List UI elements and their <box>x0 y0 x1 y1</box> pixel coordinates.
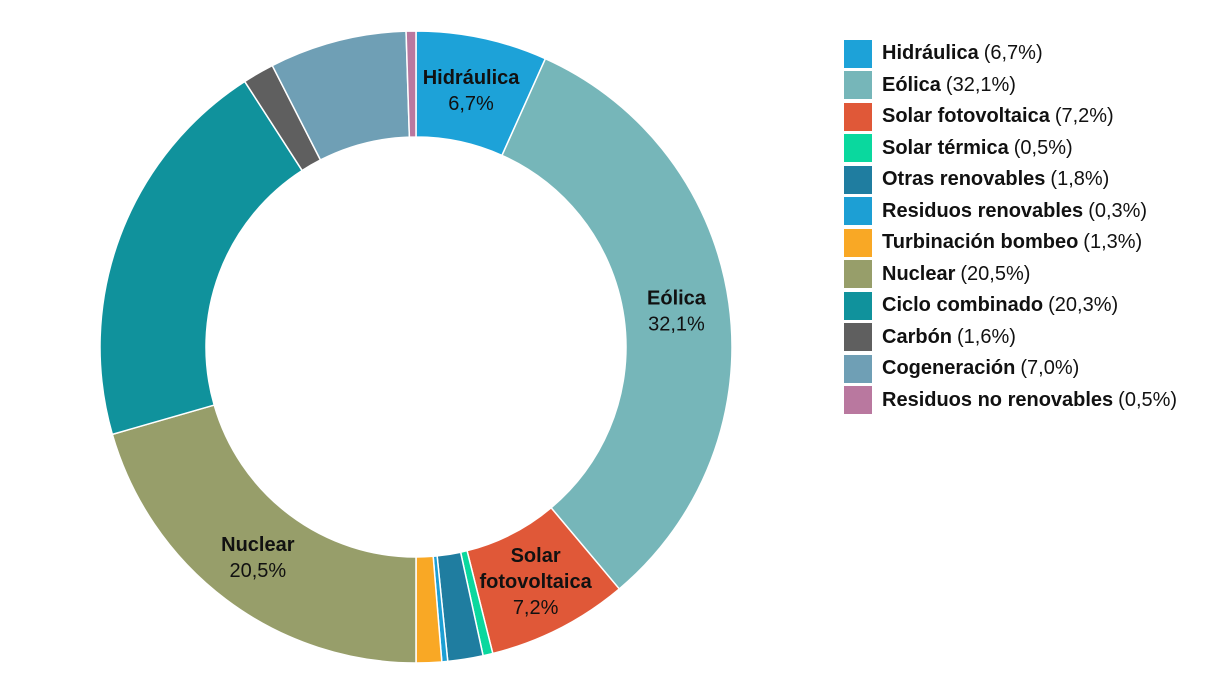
legend-name: Cogeneración <box>882 357 1016 380</box>
legend-value: (1,6%) <box>957 325 1016 348</box>
legend-swatch <box>844 197 872 226</box>
slice-label-name: Eólica <box>647 288 707 310</box>
slice-label-solar-fotovoltaica: Solar fotovoltaica 7,2% <box>479 545 592 619</box>
legend-name: Solar térmica <box>882 136 1009 159</box>
legend-name: Ciclo combinado <box>882 294 1044 317</box>
slice-nuclear <box>111 404 417 664</box>
legend-item-carbon: Carbón (1,6%) <box>844 322 1177 354</box>
legend-name: Residuos no renovables <box>882 388 1114 411</box>
legend-value: (1,8%) <box>1050 168 1110 191</box>
legend-name: Hidráulica <box>882 42 979 65</box>
slice-label-value: 20,5% <box>229 560 286 582</box>
donut-chart: Hidráulica 6,7% Eólica 32,1% Solar fotovoltai… <box>99 30 733 664</box>
slice-label-eolica: Eólica 32,1% <box>647 288 707 336</box>
legend-item-cogeneracion: Cogeneración (7,0%) <box>844 353 1177 385</box>
legend-value: (0,5%) <box>1013 136 1073 159</box>
slice-ciclo-combinado <box>99 80 303 436</box>
legend-value: (20,5%) <box>960 262 1031 285</box>
legend-name: Nuclear <box>882 262 956 285</box>
slice-label-hidraulica: Hidráulica 6,7% <box>423 67 521 115</box>
legend-name: Otras renovables <box>882 168 1046 191</box>
legend-value: (7,2%) <box>1054 105 1114 128</box>
legend-name: Turbinación bombeo <box>882 231 1079 254</box>
legend-swatch <box>844 354 872 383</box>
legend-name: Solar fotovoltaica <box>882 105 1050 128</box>
legend-swatch <box>844 71 872 100</box>
legend-value: (1,3%) <box>1083 231 1143 254</box>
legend-name: Carbón <box>882 325 952 348</box>
legend-swatch <box>844 228 872 257</box>
legend-item-solar-fotovoltaica: Solar fotovoltaica (7,2%) <box>844 101 1177 133</box>
slice-eolica <box>501 57 733 590</box>
legend-value: (0,3%) <box>1088 199 1148 222</box>
legend-swatch <box>844 260 872 289</box>
legend-item-residuos-no-renovables: Residuos no renovables (0,5%) <box>844 385 1177 417</box>
slice-label-name: Nuclear <box>221 534 295 556</box>
legend-swatch <box>844 291 872 320</box>
legend-swatch <box>844 323 872 352</box>
legend-item-otras-renovables: Otras renovables (1,8%) <box>844 164 1177 196</box>
legend-swatch <box>844 102 872 131</box>
slice-label-name: Solar <box>511 545 561 567</box>
slice-label-value: 6,7% <box>448 93 494 115</box>
slice-label-value: 32,1% <box>648 314 705 336</box>
legend-item-residuos-renovables: Residuos renovables (0,3%) <box>844 196 1177 228</box>
legend-swatch <box>844 39 872 68</box>
legend-value: (7,0%) <box>1020 357 1080 380</box>
legend-swatch <box>844 386 872 415</box>
slice-label-nuclear: Nuclear 20,5% <box>221 534 295 582</box>
legend-name: Eólica <box>882 73 941 96</box>
slice-label-name: fotovoltaica <box>479 571 592 593</box>
legend-name: Residuos renovables <box>882 199 1084 222</box>
legend-item-eolica: Eólica (32,1%) <box>844 70 1177 102</box>
legend-item-hidraulica: Hidráulica (6,7%) <box>844 38 1177 70</box>
chart-legend: Hidráulica (6,7%) Eólica (32,1%) Solar fotov… <box>844 38 1177 416</box>
legend-item-ciclo-combinado: Ciclo combinado (20,3%) <box>844 290 1177 322</box>
legend-value: (6,7%) <box>983 42 1043 65</box>
slice-label-value: 7,2% <box>513 597 559 619</box>
legend-item-turbinacion-bombeo: Turbinación bombeo (1,3%) <box>844 227 1177 259</box>
legend-value: (0,5%) <box>1118 388 1178 411</box>
slice-label-name: Hidráulica <box>423 67 521 89</box>
legend-item-nuclear: Nuclear (20,5%) <box>844 259 1177 291</box>
legend-item-solar-termica: Solar térmica (0,5%) <box>844 133 1177 165</box>
legend-value: (32,1%) <box>945 73 1016 96</box>
legend-value: (20,3%) <box>1048 294 1119 317</box>
legend-swatch <box>844 165 872 194</box>
slice-residuos-no-renovables <box>405 30 417 138</box>
legend-swatch <box>844 134 872 163</box>
